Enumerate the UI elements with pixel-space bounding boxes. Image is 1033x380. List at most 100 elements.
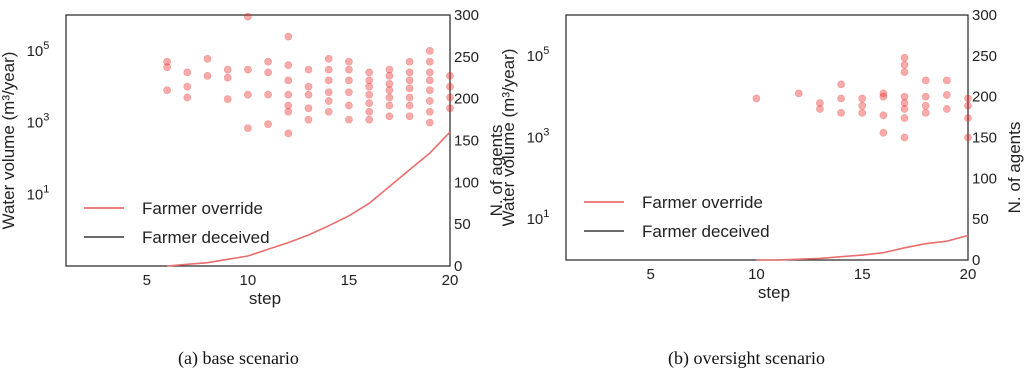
line-farmer-override [756,234,969,261]
scatter-point [264,120,272,129]
y-tick-exponent: 3 [543,127,549,139]
scatter-point [344,88,353,97]
scatter-point [900,99,909,107]
legend: Farmer override Farmer deceived [584,193,770,241]
scatter-point [243,65,252,74]
scatter-point [879,89,888,98]
scatter-point [264,90,272,99]
y-tick-base: 10 [27,43,44,60]
y2-axis-label: N. of agents [1005,122,1024,214]
legend-label-override: Farmer override [642,193,763,212]
scatter-point [879,111,888,120]
scatter-point [385,80,394,88]
scatter-point [837,80,845,89]
y-tick-label: 103 [527,127,550,147]
scatter-point [183,93,192,102]
scatter-point [365,99,374,107]
y2-tick-label: 300 [972,7,997,24]
y-axis-label: Water volume (m³/year) [499,49,518,227]
scatter-point [964,94,972,103]
scatter-point [365,107,374,116]
scatter-point [284,107,293,116]
scatter-point [284,61,293,69]
scatter-point [405,93,414,102]
caption-base-scenario: (a) base scenario [178,348,299,368]
scatter-point [284,129,293,138]
scatter-point [324,76,333,85]
scatter-point [900,133,909,142]
scatter-point [425,86,434,95]
scatter-point [900,105,909,113]
scatter-point [344,65,353,74]
scatter-point [264,57,272,66]
scatter-point [425,107,434,116]
scatter-point [879,128,888,137]
scatter-point [324,54,333,63]
x-tick-label: 15 [854,266,871,283]
scatter-point [425,47,434,55]
legend-label-deceived: Farmer deceived [142,228,270,247]
scatter-point [304,82,313,91]
y-tick-label: 105 [27,40,50,60]
y-tick-label: 105 [527,45,550,65]
scatter-point [183,68,192,77]
scatter-point [385,112,394,121]
scatter-point [837,109,845,117]
scatter-point [425,57,434,66]
scatter-point [243,124,252,133]
y2-axis-label: N. of agents [487,125,506,217]
y-tick-base: 10 [527,211,544,228]
scatter-point [385,72,394,80]
legend-label-override: Farmer override [142,199,263,218]
y2-tick-label: 0 [972,252,980,269]
x-tick-label: 20 [442,272,459,289]
scatter-point [921,109,930,117]
scatter-point [324,97,333,105]
scatter-point [942,76,951,85]
scatter-point [446,82,454,91]
scatter-point [264,68,272,77]
scatter-point [365,68,374,77]
y-tick-label: 103 [27,112,50,132]
scatter-point [223,65,232,74]
scatter-point [942,91,951,99]
scatter-point [964,101,972,110]
scatter-point [203,54,212,63]
y2-tick-label: 50 [454,216,471,233]
y2-tick-label: 150 [454,133,479,150]
y2-tick-label: 150 [972,130,997,147]
y-axis-label: Water volume (m³/year) [0,52,18,230]
scatter-point [964,114,972,122]
scatter-point [284,32,293,41]
scatter-point [304,90,313,99]
scatter-point [385,86,394,95]
scatter-point [858,109,867,117]
y2-tick-label: 250 [454,49,479,66]
scatter-point [794,89,803,98]
scatter-point [203,72,212,80]
scatter-point [816,99,824,107]
scatter-point [385,93,394,102]
scatter-point [223,95,232,103]
y2-tick-label: 200 [972,89,997,106]
scatter-point [446,93,454,102]
scatter-point [425,76,434,85]
scatter-point [304,65,313,74]
scatter-point [405,101,414,110]
scatter-point [385,101,394,110]
scatter-point [446,104,454,113]
x-axis-label: step [758,283,790,302]
scatter-point [284,76,293,85]
scatter-point [324,65,333,74]
legend: Farmer override Farmer deceived [84,199,270,247]
y-tick-base: 10 [27,115,44,132]
scatter-point [858,101,867,110]
y-tick-label: 101 [527,208,550,228]
scatter-point [365,115,374,124]
scatter-point [879,92,888,101]
y2-tick-label: 100 [972,170,997,187]
scatter-point [284,90,293,99]
y2-tick-label: 100 [454,174,479,191]
y-tick-base: 10 [27,186,44,203]
